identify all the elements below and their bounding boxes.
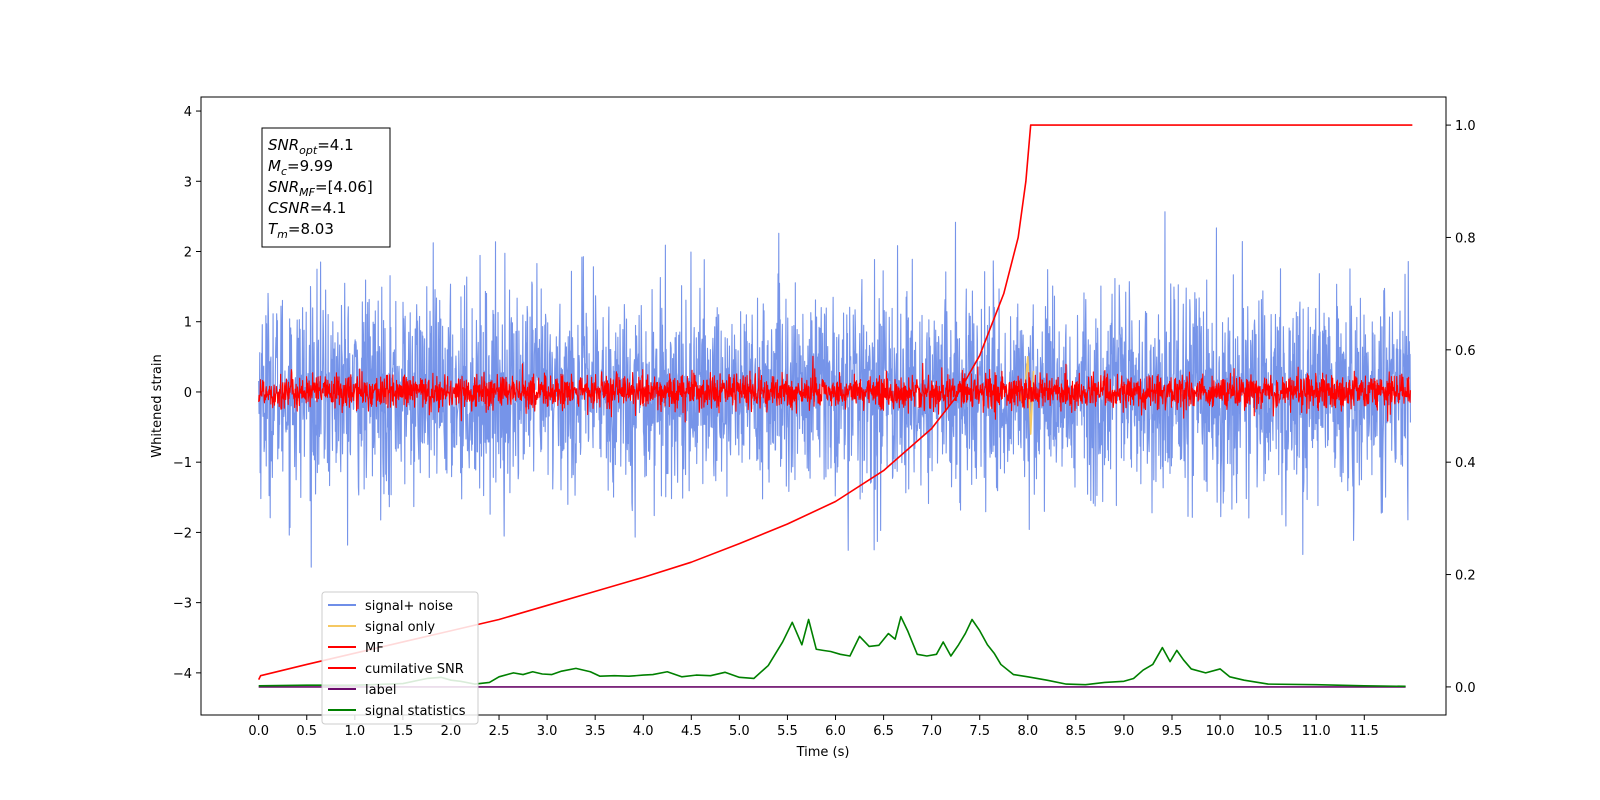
x-tick-label: 3.5: [585, 724, 606, 739]
y-right-tick-label: 0.6: [1455, 344, 1476, 359]
y-tick-label: −3: [173, 597, 192, 612]
x-axis-label: Time (s): [796, 745, 850, 760]
y-right-tick-label: 0.2: [1455, 569, 1476, 584]
x-tick-label: 8.5: [1066, 724, 1087, 739]
x-tick-label: 6.5: [873, 724, 894, 739]
x-tick-label: 0.0: [248, 724, 269, 739]
x-tick-label: 9.5: [1162, 724, 1183, 739]
legend-label-cumilative-snr: cumilative SNR: [365, 662, 464, 677]
annotation-line: SNRMF=[4.06]: [268, 178, 373, 199]
x-tick-label: 2.0: [441, 724, 462, 739]
annotation-line: CSNR=4.1: [268, 199, 346, 217]
y-right-tick-label: 0.8: [1455, 231, 1476, 246]
x-tick-label: 7.0: [921, 724, 942, 739]
y-axis-label: Whitened strain: [150, 354, 165, 457]
annotation-box-frame: [261, 127, 391, 248]
legend: signal+ noise signal only MF cumilative SNR…: [321, 591, 479, 725]
x-tick-label: 4.0: [633, 724, 654, 739]
legend-label-signal-only: signal only: [365, 620, 435, 635]
x-tick-label: 10.5: [1254, 724, 1283, 739]
y-right-tick-label: 0.0: [1455, 681, 1476, 696]
x-tick-label: 10.0: [1206, 724, 1235, 739]
y-tick-label: 1: [184, 316, 192, 331]
legend-label-label: label: [365, 683, 396, 698]
annotation-line: Mc=9.99: [268, 157, 333, 178]
x-tick-label: 7.5: [969, 724, 990, 739]
series-line-signal-statistics: [258, 615, 1406, 688]
y-tick-label: −4: [173, 667, 192, 682]
legend-label-signal-statistics: signal statistics: [365, 704, 466, 719]
legend-label-mf: MF: [365, 641, 384, 656]
x-axis: 0.0 0.5 1.0 1.5 2.0 2.5 3.0 3.5 4.0 4.5 5.0 5.5 6.0 6…: [248, 715, 1379, 739]
x-tick-label: 8.0: [1017, 724, 1038, 739]
y-tick-label: 2: [184, 246, 192, 261]
y-axis-left: 4 3 2 1 0 −1 −2 −3 −4: [173, 105, 201, 682]
y-tick-label: 3: [184, 175, 192, 190]
x-tick-label: 11.5: [1350, 724, 1379, 739]
y-tick-label: 0: [184, 386, 192, 401]
x-tick-label: 9.0: [1114, 724, 1135, 739]
x-tick-label: 5.5: [777, 724, 798, 739]
y-axis-right: 1.0 0.8 0.6 0.4 0.2 0.0: [1446, 119, 1476, 696]
x-tick-label: 1.0: [344, 724, 365, 739]
annotation-line: Tm=8.03: [268, 220, 334, 241]
series-line-mf: [258, 355, 1411, 423]
x-tick-label: 3.0: [537, 724, 558, 739]
x-tick-label: 4.5: [681, 724, 702, 739]
legend-frame: [321, 591, 479, 725]
y-right-tick-label: 0.4: [1455, 456, 1476, 471]
x-tick-label: 2.5: [489, 724, 510, 739]
y-tick-label: 4: [184, 105, 192, 120]
annotation-line: SNRopt=4.1: [268, 136, 354, 157]
series-line-signal-only: [1017, 356, 1035, 435]
x-tick-label: 1.5: [393, 724, 414, 739]
x-tick-label: 11.0: [1302, 724, 1331, 739]
x-tick-label: 5.0: [729, 724, 750, 739]
series-line-signal-noise: [258, 211, 1411, 568]
x-tick-label: 6.0: [825, 724, 846, 739]
y-tick-label: −1: [173, 456, 192, 471]
x-tick-label: 0.5: [296, 724, 317, 739]
y-tick-label: −2: [173, 526, 192, 541]
y-right-tick-label: 1.0: [1455, 119, 1476, 134]
legend-label-signal-noise: signal+ noise: [365, 599, 453, 614]
plot-frame: [200, 96, 1447, 716]
